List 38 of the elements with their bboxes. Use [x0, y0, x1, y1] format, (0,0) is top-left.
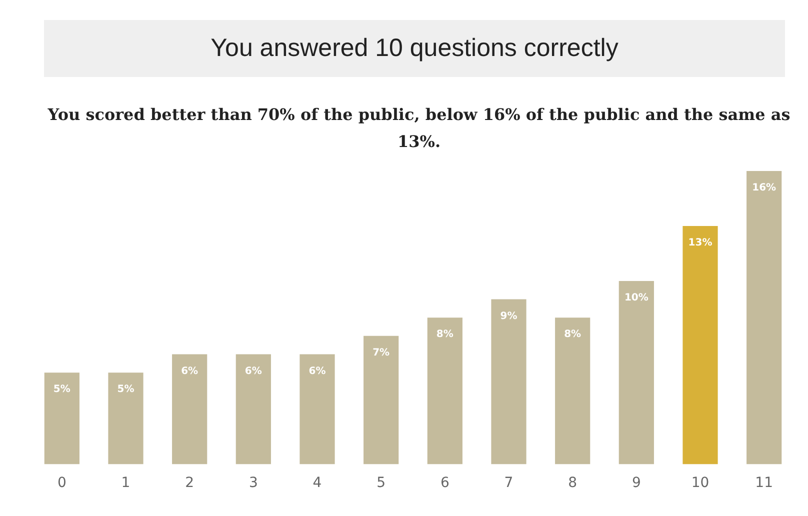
data-label: 16% — [752, 182, 776, 194]
x-tick-label: 2 — [185, 475, 194, 492]
x-tick-label: 9 — [632, 475, 641, 492]
data-label: 5% — [53, 384, 70, 396]
bar — [172, 354, 208, 464]
bar — [491, 299, 526, 464]
data-label: 8% — [436, 329, 454, 340]
data-label: 5% — [117, 384, 134, 396]
data-label: 13% — [688, 238, 712, 249]
bar — [746, 171, 782, 464]
data-label: 6% — [244, 366, 262, 377]
x-tick-label: 5 — [376, 475, 386, 492]
bar — [44, 372, 80, 464]
chart-title: You answered 10 questions correctly — [44, 20, 785, 77]
x-tick-label: 7 — [504, 475, 514, 492]
x-tick-label: 6 — [440, 475, 450, 492]
bar — [236, 354, 271, 464]
data-label: 9% — [500, 310, 518, 322]
bar — [427, 318, 462, 464]
bar — [364, 336, 399, 464]
x-tick-label: 0 — [57, 475, 66, 492]
x-tick-label: 10 — [691, 475, 710, 492]
x-tick-label: 4 — [312, 475, 322, 492]
bar — [108, 372, 144, 464]
bar — [618, 280, 654, 464]
data-label: 8% — [564, 329, 582, 340]
data-label: 10% — [624, 292, 648, 304]
chart-subtitle: You scored better than 70% of the public, below 16% of the public and the same as 13%. — [46, 104, 792, 153]
bar — [682, 226, 718, 464]
data-label: 6% — [308, 366, 326, 377]
data-label: 7% — [372, 348, 390, 359]
bar — [555, 318, 590, 464]
x-tick-label: 11 — [755, 475, 773, 492]
x-tick-label: 1 — [121, 475, 130, 492]
data-label: 6% — [181, 366, 198, 377]
x-tick-label: 3 — [248, 475, 258, 492]
x-tick-label: 8 — [568, 475, 578, 492]
bar — [300, 354, 335, 464]
